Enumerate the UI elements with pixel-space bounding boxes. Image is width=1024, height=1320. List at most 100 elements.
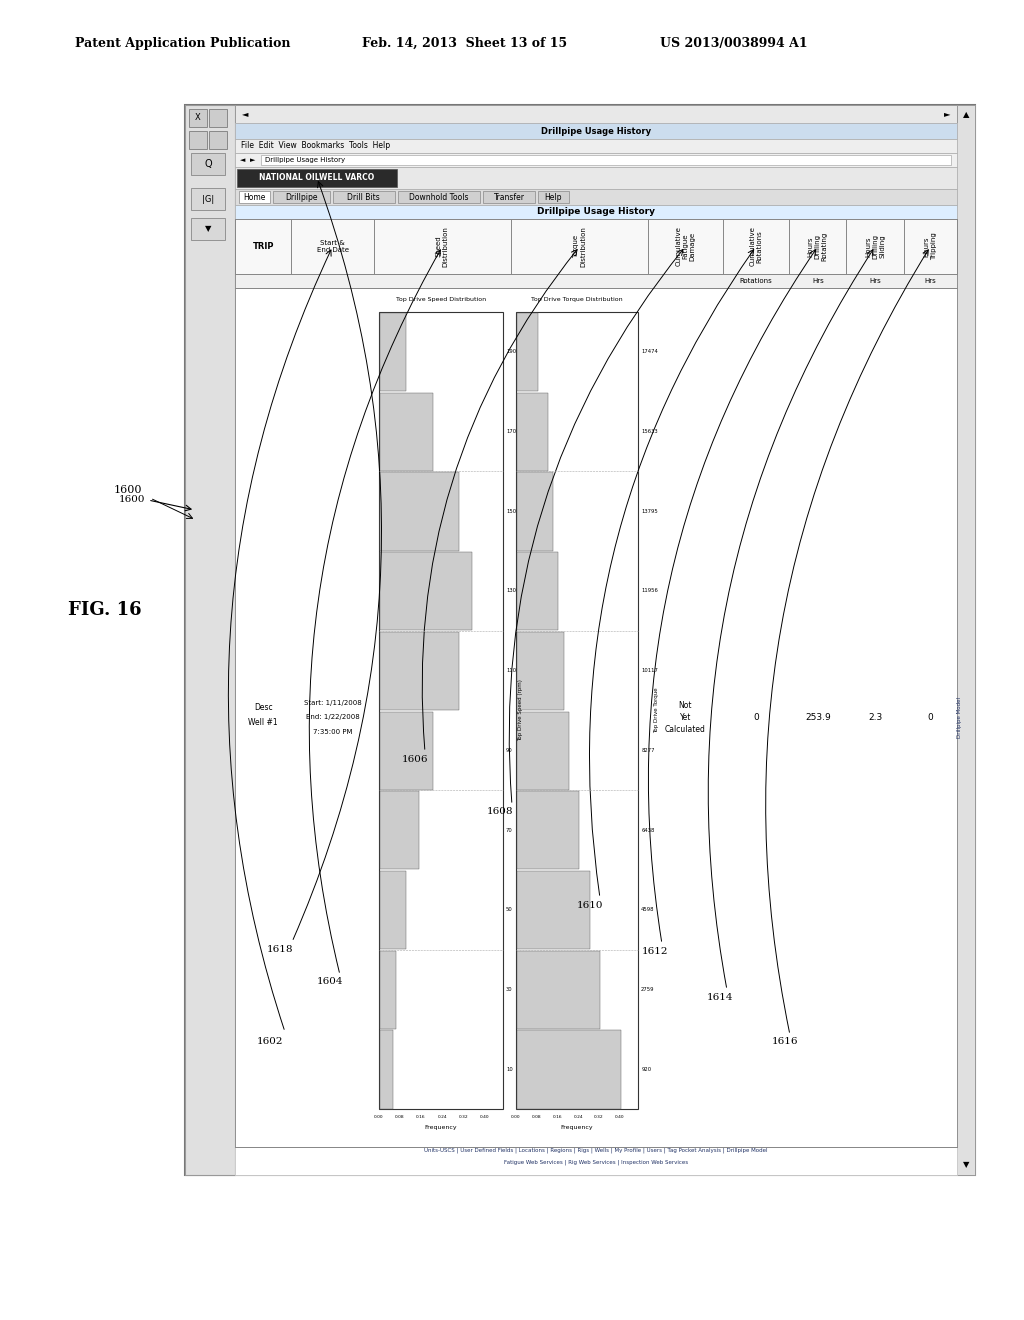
Text: 0.08: 0.08 xyxy=(395,1115,404,1119)
Text: 1606: 1606 xyxy=(401,755,428,764)
Text: Frequency: Frequency xyxy=(561,1125,593,1130)
Bar xyxy=(234,219,957,275)
Text: Top Drive Torque Distribution: Top Drive Torque Distribution xyxy=(531,297,623,302)
Text: 150: 150 xyxy=(506,508,516,513)
Text: 1600: 1600 xyxy=(119,495,145,504)
Text: 17474: 17474 xyxy=(641,350,658,354)
Text: 2.3: 2.3 xyxy=(868,713,883,722)
Bar xyxy=(517,632,563,710)
Text: 1612: 1612 xyxy=(642,948,669,957)
Text: 0.24: 0.24 xyxy=(437,1115,446,1119)
Bar xyxy=(191,153,225,176)
Text: ▲: ▲ xyxy=(963,111,970,120)
Text: ►: ► xyxy=(944,110,950,119)
Text: Units-USCS | User Defined Fields | Locations | Regions | Rigs | Wells | My Profi: Units-USCS | User Defined Fields | Locat… xyxy=(424,1147,768,1152)
Text: NATIONAL OILWELL VARCO: NATIONAL OILWELL VARCO xyxy=(259,173,375,182)
Bar xyxy=(185,106,234,1175)
Text: Well #1: Well #1 xyxy=(249,718,279,727)
Text: X: X xyxy=(196,114,201,123)
Bar xyxy=(191,218,225,240)
Bar xyxy=(234,189,957,205)
Text: Desc: Desc xyxy=(254,704,272,711)
Bar xyxy=(234,123,957,1175)
Text: Hrs: Hrs xyxy=(869,279,881,284)
Text: 1616: 1616 xyxy=(772,1038,799,1047)
Text: 1614: 1614 xyxy=(707,993,733,1002)
Text: 70: 70 xyxy=(506,828,513,833)
Text: 1602: 1602 xyxy=(257,1038,284,1047)
Text: Drill Bits: Drill Bits xyxy=(347,193,380,202)
Text: Cumulative
Rotations: Cumulative Rotations xyxy=(750,227,763,267)
Text: 1600: 1600 xyxy=(114,484,142,495)
Text: Fatigue Web Services | Rig Web Services | Inspection Web Services: Fatigue Web Services | Rig Web Services … xyxy=(504,1159,688,1164)
Text: 11956: 11956 xyxy=(641,589,658,594)
Text: 190: 190 xyxy=(506,350,516,354)
Bar xyxy=(234,219,292,1147)
Bar xyxy=(239,191,269,203)
Text: 15633: 15633 xyxy=(641,429,657,434)
Text: 0.32: 0.32 xyxy=(459,1115,468,1119)
Text: Patent Application Publication: Patent Application Publication xyxy=(75,37,291,50)
Text: Help: Help xyxy=(545,193,562,202)
Bar xyxy=(234,106,957,123)
Bar xyxy=(234,123,957,139)
Text: Drillpipe Usage History: Drillpipe Usage History xyxy=(541,127,651,136)
Bar xyxy=(234,275,957,288)
Bar xyxy=(292,219,374,1147)
Text: Feb. 14, 2013  Sheet 13 of 15: Feb. 14, 2013 Sheet 13 of 15 xyxy=(362,37,567,50)
Text: 0: 0 xyxy=(928,713,933,722)
Bar xyxy=(234,153,957,168)
Bar xyxy=(904,219,957,1147)
Text: ►: ► xyxy=(250,157,256,162)
Bar xyxy=(189,110,207,127)
Text: |G|: |G| xyxy=(202,194,214,203)
Text: 0.00: 0.00 xyxy=(374,1115,384,1119)
Bar xyxy=(185,106,975,1175)
Text: Start &
End Date: Start & End Date xyxy=(316,240,348,253)
Text: ▼: ▼ xyxy=(963,1160,970,1170)
Bar xyxy=(517,473,553,550)
Text: ▼: ▼ xyxy=(205,224,211,234)
Text: 0: 0 xyxy=(753,713,759,722)
Text: 253.9: 253.9 xyxy=(805,713,830,722)
Text: Drillpipe: Drillpipe xyxy=(285,193,317,202)
Text: 1610: 1610 xyxy=(577,900,603,909)
Text: Home: Home xyxy=(244,193,265,202)
Text: 0.16: 0.16 xyxy=(416,1115,426,1119)
Text: 0.24: 0.24 xyxy=(573,1115,583,1119)
Bar xyxy=(517,313,538,391)
Bar xyxy=(847,219,904,1147)
Bar xyxy=(380,950,395,1028)
Bar xyxy=(538,191,568,203)
Text: 30: 30 xyxy=(506,987,513,991)
Bar xyxy=(483,191,535,203)
Bar xyxy=(261,154,951,165)
Text: Calculated: Calculated xyxy=(665,725,706,734)
Text: 2759: 2759 xyxy=(641,987,654,991)
Text: Top Drive Speed (rpm): Top Drive Speed (rpm) xyxy=(518,680,523,742)
Bar xyxy=(379,312,503,1109)
Bar xyxy=(648,219,723,1147)
Text: US 2013/0038994 A1: US 2013/0038994 A1 xyxy=(660,37,808,50)
Bar xyxy=(237,169,397,187)
Text: 4598: 4598 xyxy=(641,907,654,912)
Bar xyxy=(374,219,511,1147)
Text: Frequency: Frequency xyxy=(425,1125,457,1130)
Bar xyxy=(517,711,569,789)
Text: FIG. 16: FIG. 16 xyxy=(69,601,141,619)
Text: Torque
Distribution: Torque Distribution xyxy=(573,226,586,267)
Text: 10117: 10117 xyxy=(641,668,658,673)
Text: Q: Q xyxy=(204,158,212,169)
Text: 1608: 1608 xyxy=(486,808,513,817)
Bar xyxy=(511,219,648,1147)
Text: 170: 170 xyxy=(506,429,516,434)
Bar xyxy=(790,219,847,1147)
Text: 6438: 6438 xyxy=(641,828,654,833)
Text: 0.00: 0.00 xyxy=(511,1115,521,1119)
Bar xyxy=(517,791,580,870)
Bar xyxy=(517,871,590,949)
Text: Top Drive Speed Distribution: Top Drive Speed Distribution xyxy=(396,297,486,302)
Bar xyxy=(380,552,472,630)
Bar xyxy=(380,711,432,789)
Text: Start: 1/11/2008: Start: 1/11/2008 xyxy=(304,700,361,705)
